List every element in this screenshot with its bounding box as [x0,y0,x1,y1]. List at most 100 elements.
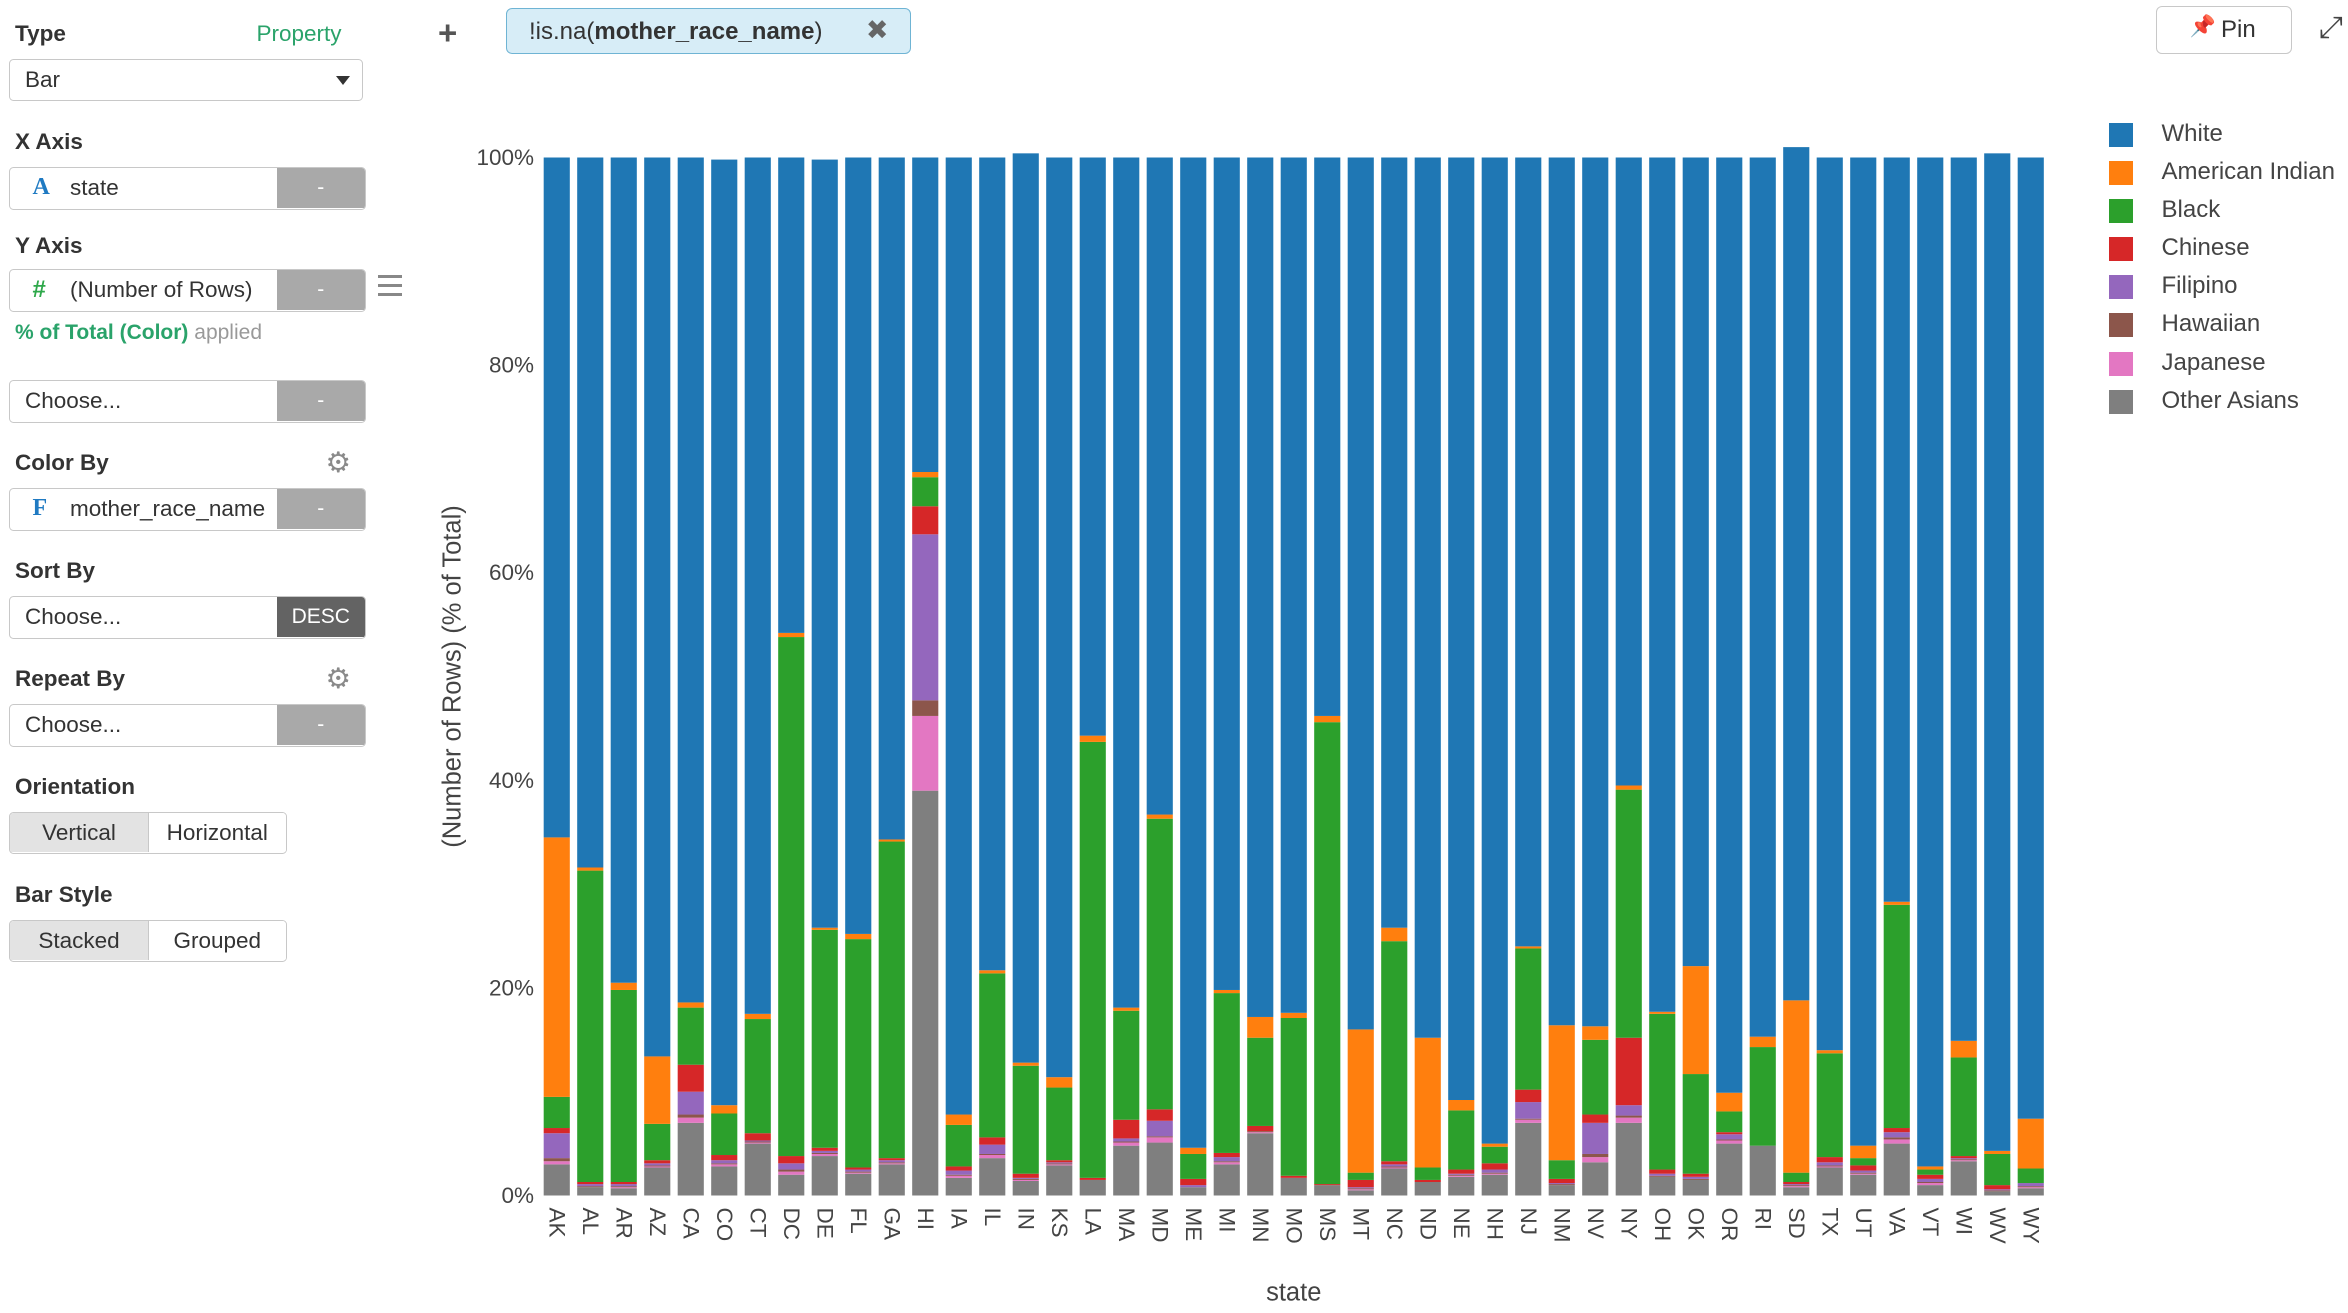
bar-segment-hawaiian [543,1158,570,1162]
sort-by-field[interactable]: Choose... DESC [9,595,366,639]
bar-segment-other-asians [912,790,939,1196]
bar-segment-chinese [778,1156,805,1164]
x-tick-label: ND [1415,1208,1440,1241]
bar-segment-american-indian [1381,927,1408,942]
close-icon[interactable]: ✖ [865,14,889,45]
bar-segment-japanese [1950,1160,1977,1162]
bar-segment-chinese [1615,1037,1642,1106]
bar-segment-hawaiian [1682,1178,1709,1180]
bar-segment-american-indian [1716,1092,1743,1112]
bar-segment-white [1984,153,2011,1151]
y-axis-field[interactable]: # (Number of Rows) - [9,268,366,312]
x-tick-label: OH [1650,1208,1675,1242]
orientation-vertical-button[interactable]: Vertical [10,812,149,852]
property-link[interactable]: Property [256,21,342,46]
orientation-horizontal-button[interactable]: Horizontal [149,812,286,852]
repeat-by-remove-button[interactable]: - [276,704,365,745]
bar-segment-black [811,929,838,1148]
calc-name[interactable]: % of Total (Color) [15,321,189,344]
x-tick-label: TX [1817,1208,1842,1237]
bar-segment-chinese [1816,1157,1843,1163]
bar-segment-black [1146,818,1173,1110]
bar-segment-hawaiian [845,1171,872,1173]
bar-segment-american-indian [1984,1150,2011,1154]
bar-segment-white [1749,157,1776,1037]
bar-segment-white [1950,157,1977,1041]
bar-segment-american-indian [845,933,872,940]
bar-segment-chinese [912,506,939,535]
bar-segment-black [878,841,905,1159]
bar-segment-filipino [1716,1134,1743,1140]
bar-segment-filipino [945,1170,972,1175]
y-axis-remove-button[interactable]: - [276,269,365,310]
bar-segment-white [1180,157,1207,1148]
sort-order-button[interactable]: DESC [276,596,365,637]
bar-segment-white [1515,157,1542,947]
bar-segment-hawaiian [1615,1115,1642,1118]
bar-segment-black [1950,1057,1977,1157]
bar-segment-hawaiian [1347,1188,1374,1190]
bar-segment-chinese [1046,1160,1073,1163]
filter-expression: !is.na(mother_race_name) [529,18,822,46]
expand-icon[interactable]: ⤢ [2319,10,2343,44]
chart-type-select[interactable]: Bar [9,58,363,101]
filter-pill[interactable]: !is.na(mother_race_name) ✖ [505,7,911,54]
add-filter-icon[interactable]: + [438,13,458,51]
bar-style-grouped-button[interactable]: Grouped [149,920,286,960]
x-axis-remove-button[interactable]: - [276,167,365,208]
color-by-field[interactable]: F mother_race_name - [9,487,366,531]
bar-segment-white [1314,157,1341,716]
legend-swatch [2109,237,2133,262]
bar-style-label: Bar Style [15,882,113,907]
bar-segment-other-asians [1582,1162,1609,1196]
legend-label: Chinese [2161,234,2250,262]
extra-y-remove-button[interactable]: - [276,380,365,421]
bar-segment-black [1984,1153,2011,1186]
bar-segment-white [1883,157,1910,902]
extra-y-field[interactable]: Choose... - [9,379,366,423]
bar-segment-white [1481,157,1508,1144]
bar-segment-other-asians [1448,1176,1475,1196]
legend-swatch [2109,313,2133,338]
bar-segment-american-indian [1649,1011,1676,1014]
bar-segment-black [1280,1018,1307,1176]
bar-segment-white [1649,157,1676,1012]
bar-style-stacked-button[interactable]: Stacked [10,920,149,960]
bar-segment-chinese [1381,1161,1408,1165]
x-axis-field[interactable]: A state - [9,166,366,210]
pin-button[interactable]: 📌 Pin [2155,6,2292,54]
legend-swatch [2109,351,2133,376]
color-by-remove-button[interactable]: - [276,488,365,529]
repeat-by-field[interactable]: Choose... - [9,703,366,747]
bar-segment-japanese [1448,1175,1475,1177]
bar-segment-japanese [1481,1173,1508,1175]
bar-segment-filipino [1682,1176,1709,1179]
bar-segment-filipino [744,1140,771,1142]
bar-segment-american-indian [1950,1040,1977,1058]
gear-icon[interactable]: ⚙ [325,662,352,695]
bar-segment-japanese [945,1175,972,1178]
bar-segment-hawaiian [1515,1118,1542,1120]
bar-segment-other-asians [778,1174,805,1196]
bar-segment-filipino [1381,1164,1408,1167]
x-tick-label: WV [1985,1208,2010,1244]
bar-segment-japanese [1213,1162,1240,1165]
bar-segment-chinese [577,1182,604,1185]
bar-segment-other-asians [1783,1187,1810,1196]
x-tick-label: ME [1181,1208,1206,1242]
bar-segment-filipino [1515,1102,1542,1119]
bar-segment-american-indian [577,867,604,871]
gear-icon[interactable]: ⚙ [325,446,352,479]
filter-field: mother_race_name [594,17,815,45]
bar-segment-black [610,989,637,1183]
bar-segment-filipino [1180,1185,1207,1188]
bar-segment-chinese [1850,1165,1877,1171]
x-tick-label: NY [1616,1208,1641,1239]
x-tick-label: CO [712,1208,737,1242]
bar-segment-american-indian [1548,1025,1575,1161]
y-axis-calc-note[interactable]: % of Total (Color) applied [15,321,262,345]
hamburger-menu-icon[interactable] [378,274,402,302]
bar-segment-black [845,939,872,1168]
bar-segment-chinese [1950,1156,1977,1159]
bar-segment-black [1816,1053,1843,1158]
